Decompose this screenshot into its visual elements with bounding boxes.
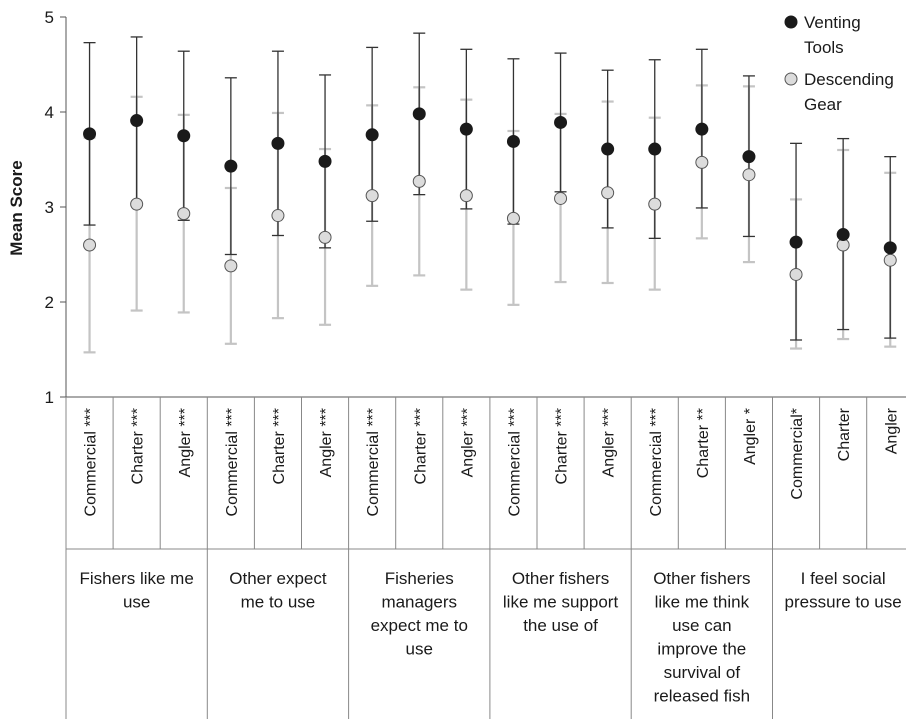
group-label-line: like me support (503, 593, 619, 612)
venting-tools-point (413, 108, 425, 120)
y-tick-label: 3 (45, 198, 54, 217)
group-label-line: Other fishers (512, 569, 609, 588)
group-label-line: like me think (655, 593, 750, 612)
group-label-line: use can (672, 616, 732, 635)
descending-gear-point (178, 208, 190, 220)
legend-label-line: Descending (804, 70, 894, 89)
legend-label-line: Gear (804, 95, 842, 114)
descending-gear-point (272, 210, 284, 222)
descending-gear-point (790, 268, 802, 280)
venting-tools-point (696, 123, 708, 135)
group-label-line: Fishers like me (79, 569, 193, 588)
category-label: Charter *** (271, 408, 288, 484)
group-label-line: Other fishers (653, 569, 750, 588)
descending-gear-point (460, 190, 472, 202)
venting-tools-point (507, 135, 519, 147)
legend-marker (785, 16, 797, 28)
descending-gear-point (743, 169, 755, 181)
legend-label: Descending Gear (804, 70, 894, 114)
category-label: Angler (883, 407, 900, 454)
group-label-line: Other expect (229, 569, 327, 588)
y-tick-label: 1 (45, 388, 54, 407)
group-label-line: survival of (664, 663, 741, 682)
group-label: Fisheries managers expect me to use (371, 569, 468, 659)
venting-tools-point (743, 151, 755, 163)
descending-gear-point (413, 175, 425, 187)
category-label: Commercial *** (83, 408, 100, 516)
group-label-line: I feel social (801, 569, 886, 588)
category-label: Charter *** (554, 408, 571, 484)
group-label-line: released fish (654, 687, 750, 706)
venting-tools-point (790, 236, 802, 248)
group-label-line: me to use (241, 593, 316, 612)
venting-tools-point (319, 155, 331, 167)
category-label: Commercial *** (648, 408, 665, 516)
legend: Venting Tools Descending Gear (785, 13, 894, 114)
group-label: I feel social pressure to use (785, 569, 902, 612)
group-label: Other fishers like me support the use of (503, 569, 619, 635)
descending-gear-point (649, 198, 661, 210)
category-label: Commercial *** (224, 408, 241, 516)
descending-gear-point (696, 156, 708, 168)
category-label: Angler * (742, 408, 759, 465)
group-label-line: expect me to (371, 616, 468, 635)
descending-gear-point (131, 198, 143, 210)
descending-gear-point (84, 239, 96, 251)
category-label: Charter (836, 407, 853, 461)
descending-gear-point (366, 190, 378, 202)
category-label: Charter *** (130, 408, 147, 484)
venting-tools-point (884, 242, 896, 254)
category-label: Commercial *** (506, 408, 523, 516)
legend-label: Venting Tools (804, 13, 861, 57)
venting-tools-point (272, 137, 284, 149)
venting-tools-point (178, 130, 190, 142)
group-label-line: Fisheries (385, 569, 454, 588)
venting-tools-point (84, 128, 96, 140)
group-label-line: pressure to use (785, 593, 902, 612)
legend-label-line: Tools (804, 38, 844, 57)
error-bars (84, 33, 897, 352)
descending-gear-point (884, 254, 896, 266)
category-label: Angler *** (601, 408, 618, 477)
group-label: Other fishers like me think use can improve… (653, 569, 750, 706)
category-label: Angler *** (459, 408, 476, 477)
category-label: Angler *** (177, 408, 194, 477)
venting-tools-point (649, 143, 661, 155)
data-points (84, 108, 897, 281)
venting-tools-point (555, 116, 567, 128)
venting-tools-point (460, 123, 472, 135)
y-tick-label: 2 (45, 293, 54, 312)
category-label: Charter ** (695, 408, 712, 478)
group-label-line: use (123, 593, 150, 612)
venting-tools-point (837, 229, 849, 241)
descending-gear-point (507, 212, 519, 224)
category-label: Commercial *** (365, 408, 382, 516)
x-axis-labels: Commercial *** Charter *** Angler *** Comme… (79, 407, 901, 705)
descending-gear-point (555, 192, 567, 204)
group-label-line: managers (381, 593, 457, 612)
category-label: Charter *** (412, 408, 429, 484)
legend-marker (785, 73, 797, 85)
venting-tools-point (366, 129, 378, 141)
y-tick-label: 4 (45, 103, 54, 122)
axes: 1 2 3 4 5 (45, 8, 906, 719)
legend-label-line: Venting (804, 13, 861, 32)
venting-tools-point (602, 143, 614, 155)
group-label-line: use (406, 640, 433, 659)
descending-gear-point (602, 187, 614, 199)
venting-tools-point (131, 115, 143, 127)
category-label: Commercial* (789, 408, 806, 500)
group-label-line: the use of (523, 616, 598, 635)
y-tick-label: 5 (45, 8, 54, 27)
venting-tools-point (225, 160, 237, 172)
descending-gear-point (319, 231, 331, 243)
group-label-line: improve the (657, 640, 746, 659)
category-label: Angler *** (318, 408, 335, 477)
group-label: Fishers like me use (79, 569, 193, 612)
y-axis-title: Mean Score (7, 160, 26, 255)
descending-gear-point (225, 260, 237, 272)
group-label: Other expect me to use (229, 569, 327, 612)
